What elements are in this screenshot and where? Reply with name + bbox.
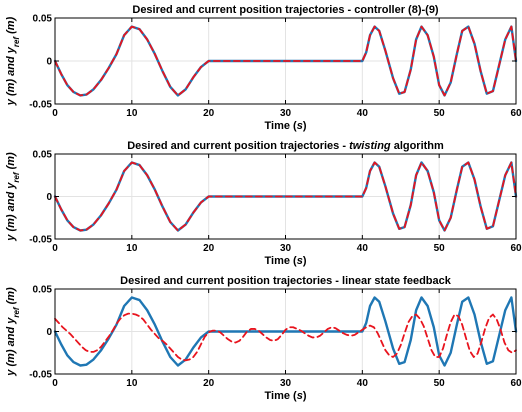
- panel-1-y-tick-label: 0: [46, 57, 52, 68]
- panel-3-x-tick-label: 0: [52, 378, 58, 389]
- panel-1-x-tick-label: 0: [52, 108, 58, 119]
- panel-2-y-axis-label: y (m) and yref (m): [5, 152, 21, 242]
- panel-3-y-axis-label: y (m) and yref (m): [5, 287, 21, 377]
- panel-2-x-axis-label: Time (s): [265, 255, 307, 267]
- panel-2-y-tick-label: 0.05: [33, 150, 53, 161]
- panel-2-y-tick-label: -0.05: [29, 235, 52, 246]
- panel-2-x-tick-label: 10: [126, 243, 138, 254]
- panel-3-x-tick-label: 40: [357, 378, 369, 389]
- panel-2-x-tick-label: 60: [510, 243, 522, 254]
- panel-2-x-tick-label: 0: [52, 243, 58, 254]
- panel-3-y-tick-label: 0: [46, 327, 52, 338]
- panel-3-title: Desired and current position trajectorie…: [120, 275, 452, 287]
- panel-1-title: Desired and current position trajectorie…: [132, 4, 439, 16]
- panel-2-x-tick-label: 50: [434, 243, 446, 254]
- panel-1-x-tick-label: 60: [510, 108, 522, 119]
- panel-3-x-tick-label: 30: [280, 378, 292, 389]
- panel-3-x-axis-label: Time (s): [265, 390, 307, 402]
- panel-3-y-tick-label: -0.05: [29, 370, 52, 381]
- panel-3-x-tick-label: 20: [203, 378, 215, 389]
- panel-3-x-tick-label: 60: [510, 378, 522, 389]
- panel-3-y-tick-label: 0.05: [33, 285, 53, 296]
- panel-1-x-tick-label: 20: [203, 108, 215, 119]
- panel-1-x-tick-label: 30: [280, 108, 292, 119]
- panel-2-x-tick-label: 40: [357, 243, 369, 254]
- panel-3-x-tick-label: 50: [434, 378, 446, 389]
- panel-2-title: Desired and current position trajectorie…: [127, 140, 444, 152]
- panel-2-y-tick-label: 0: [46, 192, 52, 203]
- panel-1-x-axis-label: Time (s): [265, 120, 307, 132]
- panel-1-y-tick-label: 0.05: [33, 14, 53, 25]
- panel-1-y-axis-label: y (m) and yref (m): [5, 16, 21, 106]
- panel-2-x-tick-label: 30: [280, 243, 292, 254]
- panel-1-y-tick-label: -0.05: [29, 100, 52, 111]
- panel-2-x-tick-label: 20: [203, 243, 215, 254]
- panel-3-x-tick-label: 10: [126, 378, 138, 389]
- panel-1-x-tick-label: 10: [126, 108, 138, 119]
- panel-1-x-tick-label: 50: [434, 108, 446, 119]
- panel-1-x-tick-label: 40: [357, 108, 369, 119]
